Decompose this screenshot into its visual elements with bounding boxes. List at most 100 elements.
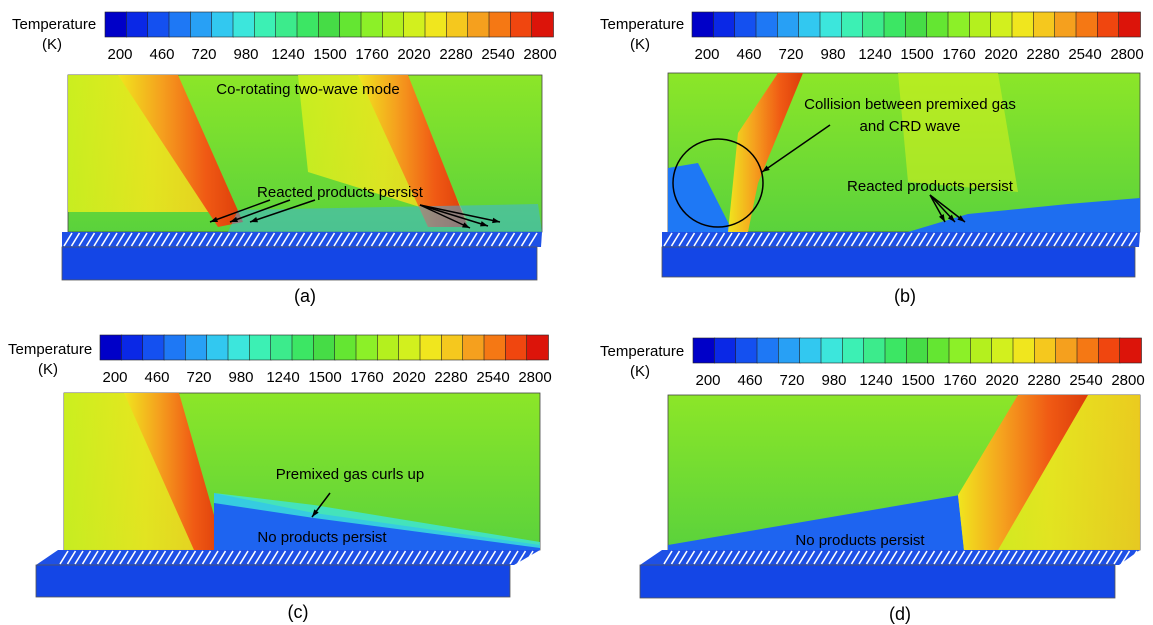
colorbar-segment [104,11,128,38]
injector [708,550,718,565]
colorbar-segment [313,334,336,361]
colorbar-unit: (K) [630,363,650,380]
injector [918,232,928,247]
colorbar-tick-label: 460 [149,46,174,63]
colorbar-segment [756,337,780,364]
injector [351,550,362,565]
colorbar-segment [291,334,315,361]
injector [663,550,673,565]
injector [753,232,763,247]
injector [333,232,343,247]
injector [693,550,703,565]
colorbar-segment [948,337,972,364]
injector [156,550,167,565]
injector [363,232,373,247]
injector [813,550,823,565]
injector [1105,550,1116,565]
injector [858,232,868,247]
detonation-front [124,393,224,550]
injector [449,550,459,565]
injector [224,550,234,565]
annotation: and CRD wave [860,118,961,135]
injector [430,232,441,247]
injector [434,550,444,565]
injector [235,232,246,247]
injector [678,232,688,247]
colorbar-segment [777,11,800,38]
injector [1038,232,1048,247]
colorbar-tick-label: 720 [778,46,803,63]
injector [978,232,988,247]
injector [985,232,996,247]
annotation: Collision between premixed gas [804,96,1016,113]
injector [299,550,309,565]
injector [378,232,388,247]
injector [288,232,298,247]
injector [663,232,673,247]
colorbar-tick-label: 2280 [434,369,467,386]
injector [813,232,823,247]
injector [520,232,531,247]
injector [768,550,778,565]
colorbar-segment [1055,337,1078,364]
colorbar-segment [1119,337,1142,364]
injector [790,550,801,565]
injector [693,232,703,247]
arrow-head [480,221,488,227]
injector [134,550,144,565]
colorbar-tick-label: 1760 [355,46,388,63]
injector [1000,232,1011,247]
arrow [419,204,471,229]
injector [509,550,519,565]
injector [940,550,951,565]
colorbar-segment [296,11,320,38]
injector [160,232,171,247]
injector [955,232,966,247]
injector [753,550,763,565]
arrow-head [957,215,965,222]
colorbar-tick-label: 2020 [984,46,1017,63]
colorbar-segment [339,11,362,38]
injector [963,232,973,247]
injector [1128,550,1138,565]
panel-label: (c) [288,602,309,622]
colorbar-segment [947,11,971,38]
injector [483,232,493,247]
injector [261,550,272,565]
colorbar-segment [462,334,485,361]
colorbar-segment [735,337,758,364]
colorbar-segment [467,11,490,38]
colorbar-tick-label: 200 [694,46,719,63]
injector [516,550,527,565]
injector [820,232,831,247]
injector [1075,232,1086,247]
colorbar-tick-label: 1240 [859,372,892,389]
colorbar-segment [270,334,293,361]
colorbar-segment [926,11,949,38]
injector [408,232,418,247]
injector [715,232,726,247]
colorbar-segment [232,11,256,38]
injector [85,232,96,247]
colorbar-tick-label: 1240 [266,369,299,386]
injector [828,232,838,247]
arrow-head [762,165,770,172]
injector [910,550,921,565]
arrow-head [947,214,955,222]
colorbar-segment [863,337,886,364]
injector [880,232,891,247]
injector [175,232,186,247]
injector [888,550,898,565]
injector [948,232,958,247]
arrow [249,199,316,223]
arrow [761,124,831,173]
injector [723,550,733,565]
injector [171,550,182,565]
colorbar-segment [382,11,405,38]
injector [783,550,793,565]
injector [723,232,733,247]
injector [126,550,137,565]
colorbar-segment [419,334,443,361]
injector [445,232,456,247]
